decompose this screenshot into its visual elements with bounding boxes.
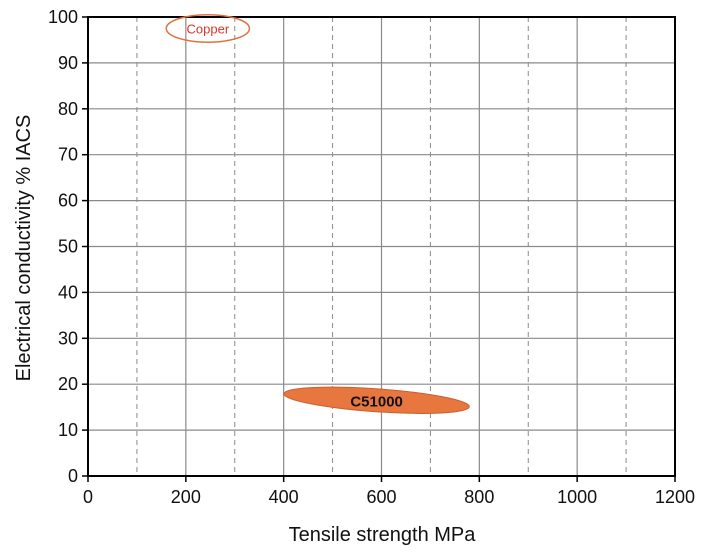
y-tick-label: 70 [58, 145, 78, 165]
x-tick-label: 600 [366, 487, 396, 507]
y-tick-label: 0 [68, 466, 78, 486]
region-c51000 [283, 386, 470, 414]
x-tick-label: 0 [83, 487, 93, 507]
y-tick-label: 40 [58, 282, 78, 302]
region-ellipse-c51000 [283, 386, 470, 414]
y-tick-label: 100 [48, 7, 78, 27]
y-tick-label: 60 [58, 191, 78, 211]
y-tick-label: 10 [58, 420, 78, 440]
region-copper [165, 13, 251, 43]
x-tick-label: 1000 [557, 487, 597, 507]
x-axis-label: Tensile strength MPa [289, 524, 477, 546]
y-tick-label: 30 [58, 328, 78, 348]
y-tick-label: 90 [58, 53, 78, 73]
region-layer: Copper C51000 [165, 13, 470, 414]
x-tick-label: 200 [171, 487, 201, 507]
y-tick-label: 20 [58, 374, 78, 394]
y-tick-label: 80 [58, 99, 78, 119]
region-label-c51000: C51000 [350, 393, 403, 410]
x-tick-label: 400 [269, 487, 299, 507]
y-axis-label: Electrical conductivity % IACS [13, 115, 35, 382]
region-label-copper: Copper [187, 21, 230, 36]
region-ellipse-copper [165, 13, 251, 43]
y-tick-label: 50 [58, 237, 78, 257]
tick-layer: 0 200 400 600 800 1000 1200 0 10 20 30 40 50 60 70 80 90… [48, 7, 695, 507]
x-tick-label: 1200 [655, 487, 695, 507]
x-tick-label: 800 [464, 487, 494, 507]
grid-layer [88, 17, 675, 476]
